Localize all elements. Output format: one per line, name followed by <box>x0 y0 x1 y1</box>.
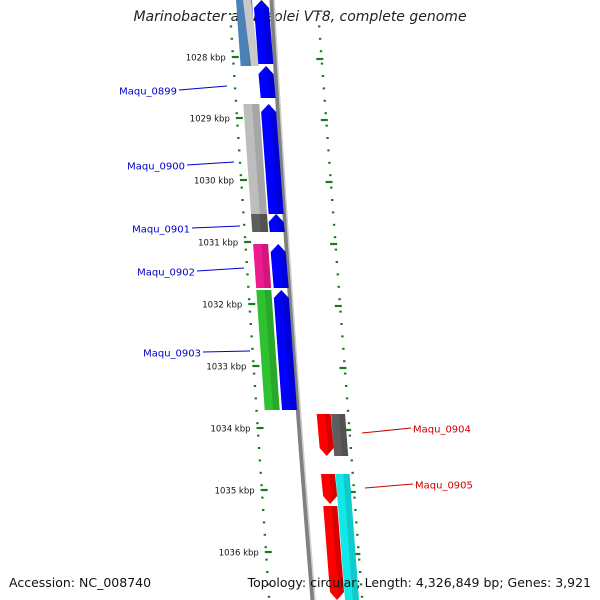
position-label: 1032 kbp <box>202 301 242 311</box>
cds-block-0903 <box>256 290 280 410</box>
position-label: 1036 kbp <box>219 549 259 559</box>
cds-block-0901 <box>250 214 269 232</box>
position-label: 1029 kbp <box>190 115 230 125</box>
gene-label: Maqu_0901 <box>132 225 190 236</box>
forward-arrow-0902-shade <box>278 244 289 288</box>
gene-label: Maqu_0904 <box>413 425 471 436</box>
topology-text: Topology: circular; Length: 4,326,849 bp… <box>247 575 591 590</box>
genome-title: Marinobacter aquaeolei VT8, complete gen… <box>133 9 467 25</box>
gene-label: Maqu_0905 <box>415 481 473 492</box>
cds-block-0902-shade <box>261 244 272 288</box>
forward-arrow-0901-shade <box>276 214 285 232</box>
forward-arrow-0899a <box>254 0 274 64</box>
forward-arrow-0899a-shade <box>261 0 274 64</box>
backbone-line <box>269 0 316 600</box>
reverse-arrow-0905a <box>320 474 338 504</box>
accession-text: Accession: NC_008740 <box>9 575 152 590</box>
cds-block-0904 <box>331 414 349 456</box>
cds-block-0904-shade <box>338 414 349 456</box>
position-label: 1035 kbp <box>215 487 255 497</box>
gene-leader-line <box>186 161 235 166</box>
position-label: 1031 kbp <box>198 239 238 249</box>
gene-leader-line <box>178 85 228 91</box>
reverse-arrow-0905a-shade <box>329 474 338 504</box>
position-label: 1030 kbp <box>194 177 234 187</box>
reverse-arrow-0904-shade <box>325 414 334 456</box>
cds-block-0900-shade <box>252 104 267 214</box>
cds-block-0905 <box>335 474 359 600</box>
position-label: 1033 kbp <box>206 363 246 373</box>
forward-arrow-0899 <box>258 66 276 98</box>
cds-block-0905-shade <box>343 474 359 600</box>
gene-label: Maqu_0899 <box>119 87 177 98</box>
cds-block-0899b <box>243 0 259 66</box>
position-label: 1028 kbp <box>186 54 226 64</box>
forward-arrow-0900-shade <box>268 104 284 214</box>
cds-block-0900 <box>243 104 267 214</box>
forward-arrow-0903-shade <box>281 290 298 410</box>
gene-leader-line <box>196 267 245 272</box>
cds-block-0901-shade <box>259 214 269 232</box>
cds-block-0903-shade <box>264 290 280 410</box>
gene-label: Maqu_0903 <box>143 349 201 360</box>
gene-leader-line <box>191 225 241 229</box>
forward-arrow-0899-shade <box>266 66 276 98</box>
forward-arrow-0901 <box>268 214 285 232</box>
reverse-arrow-0905b-shade <box>331 506 344 600</box>
backbone-highlight <box>273 0 316 600</box>
forward-arrow-0900 <box>261 104 284 214</box>
reverse-arrow-0905b <box>323 506 344 600</box>
gene-label: Maqu_0900 <box>127 162 185 173</box>
gene-label: Maqu_0902 <box>137 268 195 279</box>
forward-arrow-0902 <box>270 244 289 288</box>
gene-leader-line <box>361 427 412 434</box>
position-label: 1034 kbp <box>210 425 250 435</box>
forward-arrow-0903 <box>273 290 298 410</box>
gene-leader-line <box>202 350 251 353</box>
gene-leader-line <box>364 483 414 489</box>
reverse-arrow-0904 <box>316 414 334 456</box>
cds-block-0902 <box>253 244 272 288</box>
